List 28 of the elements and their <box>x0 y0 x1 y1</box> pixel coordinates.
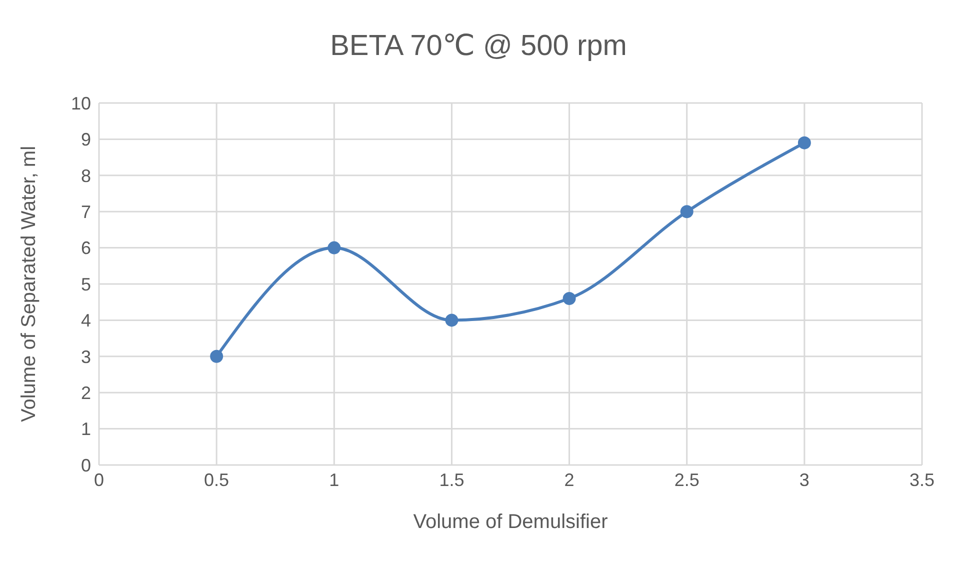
x-tick-label: 1 <box>329 470 340 490</box>
y-axis-title: Volume of Separated Water, ml <box>18 146 40 422</box>
point <box>445 314 458 327</box>
x-tick-label: 3 <box>799 470 810 490</box>
y-tick-label: 0 <box>80 455 91 476</box>
y-tick-label: 5 <box>80 274 91 294</box>
x-tick-label: 1.5 <box>439 470 464 490</box>
y-tick-label: 4 <box>80 310 91 331</box>
y-tick-label: 2 <box>80 382 91 403</box>
y-tick-label: 9 <box>80 130 91 150</box>
x-tick-label: 0.5 <box>204 470 230 490</box>
point <box>680 205 694 218</box>
y-tick-label: 8 <box>80 166 91 186</box>
point <box>210 350 224 363</box>
y-tick-label: 1 <box>80 419 91 440</box>
y-tick-label: 10 <box>70 93 91 114</box>
y-tick-label: 3 <box>80 346 91 367</box>
x-tick-label: 0 <box>94 470 104 490</box>
x-axis-title: Volume of Demulsifier <box>413 511 608 533</box>
point <box>328 241 341 254</box>
point <box>798 136 811 150</box>
x-tick-label: 2 <box>564 470 574 490</box>
x-tick-label: 3.5 <box>909 470 935 490</box>
point <box>562 292 576 305</box>
x-tick-label: 2.5 <box>674 470 700 490</box>
y-tick-label: 7 <box>80 202 91 222</box>
y-tick-label: 6 <box>80 238 91 258</box>
chart-title: BETA 70℃ @ 500 rpm <box>329 29 628 63</box>
